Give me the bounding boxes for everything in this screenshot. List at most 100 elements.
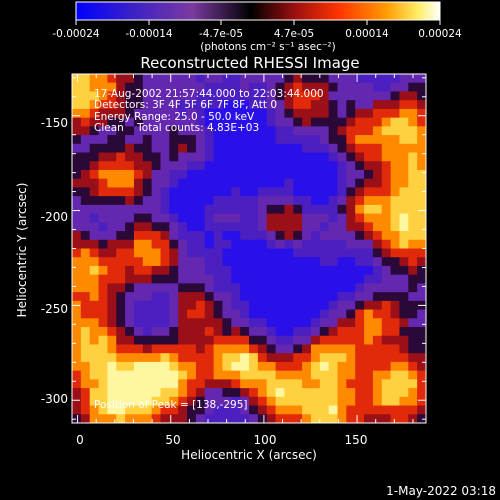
image-pixel — [80, 274, 91, 284]
image-pixel — [116, 143, 126, 154]
image-pixel — [381, 91, 392, 101]
image-pixel — [222, 91, 232, 101]
image-pixel — [319, 100, 330, 110]
image-pixel — [116, 239, 126, 250]
image-pixel — [355, 152, 365, 162]
image-pixel — [346, 353, 356, 363]
image-pixel — [337, 248, 347, 258]
image-pixel — [302, 178, 312, 189]
image-pixel — [249, 82, 259, 93]
image-pixel — [160, 74, 170, 84]
image-pixel — [125, 74, 135, 84]
image-pixel — [231, 353, 241, 363]
image-pixel — [98, 257, 108, 267]
image-pixel — [169, 370, 179, 380]
image-pixel — [151, 327, 162, 337]
image-pixel — [72, 213, 82, 223]
image-pixel — [169, 91, 179, 101]
image-pixel — [98, 265, 108, 276]
image-pixel — [390, 379, 401, 389]
image-pixel — [222, 388, 232, 398]
image-pixel — [89, 231, 100, 241]
image-pixel — [302, 143, 312, 154]
image-pixel — [187, 405, 197, 415]
image-pixel — [142, 248, 153, 258]
image-pixel — [222, 231, 232, 241]
image-pixel — [125, 309, 135, 319]
image-pixel — [107, 126, 117, 136]
image-pixel — [328, 379, 339, 389]
image-pixel — [346, 231, 356, 241]
image-pixel — [408, 82, 418, 93]
image-pixel — [222, 135, 232, 145]
image-pixel — [107, 196, 117, 206]
image-pixel — [319, 91, 330, 101]
image-pixel — [222, 318, 232, 328]
image-pixel — [72, 204, 82, 215]
image-pixel — [240, 396, 250, 407]
image-pixel — [275, 309, 285, 319]
image-pixel — [257, 135, 268, 145]
image-pixel — [107, 257, 117, 267]
image-pixel — [160, 161, 170, 171]
image-pixel — [355, 344, 365, 354]
image-pixel — [337, 405, 347, 415]
image-pixel — [107, 292, 117, 302]
image-pixel — [249, 152, 259, 162]
image-pixel — [319, 222, 330, 232]
y-tick-label: -250 — [41, 302, 68, 316]
image-pixel — [178, 169, 188, 180]
image-pixel — [319, 335, 330, 346]
image-pixel — [160, 196, 170, 206]
image-pixel — [133, 126, 144, 136]
image-pixel — [417, 344, 426, 354]
image-pixel — [337, 169, 347, 180]
image-pixel — [390, 292, 401, 302]
image-pixel — [346, 396, 356, 407]
image-pixel — [390, 309, 401, 319]
image-pixel — [98, 213, 108, 223]
image-pixel — [346, 178, 356, 189]
image-pixel — [390, 231, 401, 241]
image-pixel — [408, 117, 418, 127]
image-pixel — [346, 100, 356, 110]
image-pixel — [89, 274, 100, 284]
image-pixel — [89, 414, 100, 423]
image-pixel — [399, 204, 409, 215]
image-pixel — [399, 327, 409, 337]
image-pixel — [266, 239, 277, 250]
image-pixel — [240, 91, 250, 101]
image-pixel — [107, 265, 117, 276]
image-pixel — [231, 379, 241, 389]
image-pixel — [142, 274, 153, 284]
image-pixel — [142, 361, 153, 372]
image-pixel — [133, 82, 144, 93]
image-pixel — [231, 117, 241, 127]
image-pixel — [293, 196, 303, 206]
image-pixel — [275, 178, 285, 189]
image-pixel — [310, 292, 321, 302]
image-pixel — [151, 361, 162, 372]
image-pixel — [72, 309, 82, 319]
image-pixel — [293, 169, 303, 180]
info-line-detectors: Detectors: 3F 4F 5F 6F 7F 8F, Att 0 — [94, 99, 277, 111]
image-pixel — [257, 344, 268, 354]
image-pixel — [169, 82, 179, 93]
image-pixel — [266, 152, 277, 162]
image-pixel — [89, 169, 100, 180]
image-pixel — [364, 126, 374, 136]
image-pixel — [89, 379, 100, 389]
image-pixel — [116, 361, 126, 372]
image-pixel — [337, 396, 347, 407]
image-pixel — [346, 292, 356, 302]
image-pixel — [98, 91, 108, 101]
image-pixel — [257, 100, 268, 110]
image-pixel — [381, 370, 392, 380]
image-pixel — [213, 108, 224, 119]
image-pixel — [293, 300, 303, 311]
image-pixel — [399, 414, 409, 423]
image-pixel — [195, 300, 206, 311]
image-pixel — [266, 292, 277, 302]
image-pixel — [328, 353, 339, 363]
image-pixel — [302, 353, 312, 363]
